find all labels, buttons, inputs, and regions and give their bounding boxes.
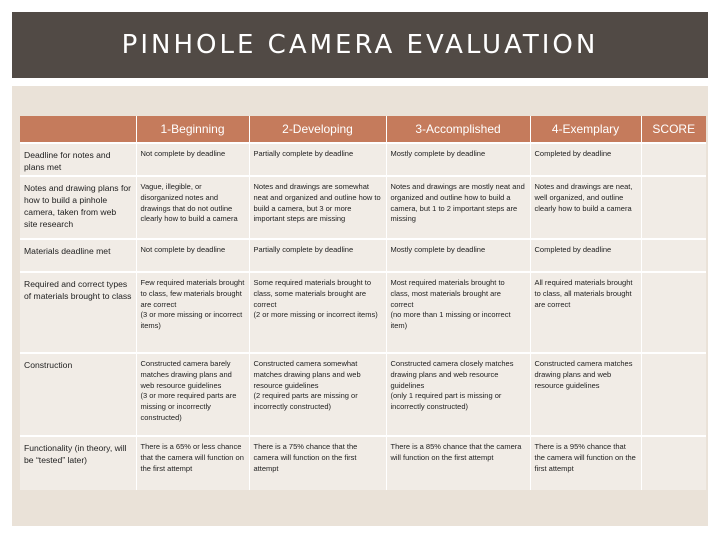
header-row: 1-Beginning 2-Developing 3-Accomplished …: [20, 116, 706, 143]
criterion-cell: Materials deadline met: [20, 238, 136, 272]
level-cell: Completed by deadline: [529, 142, 641, 176]
level-cell: Completed by deadline: [529, 238, 641, 272]
level-cell: Mostly complete by deadline: [385, 238, 530, 272]
table-row: Notes and drawing plans for how to build…: [20, 175, 706, 239]
criterion-cell: Notes and drawing plans for how to build…: [20, 175, 136, 239]
score-cell[interactable]: [640, 435, 706, 490]
table-row: Deadline for notes and plans met Not com…: [20, 142, 706, 176]
level-cell: Mostly complete by deadline: [385, 142, 530, 176]
score-cell[interactable]: [640, 238, 706, 272]
level-cell: Not complete by deadline: [135, 238, 249, 272]
table-row: Materials deadline met Not complete by d…: [20, 238, 706, 272]
table-row: Construction Constructed camera barely m…: [20, 352, 706, 436]
level-cell: Constructed camera barely matches drawin…: [135, 352, 249, 436]
level-cell: There is a 65% or less chance that the c…: [135, 435, 249, 490]
score-cell[interactable]: [640, 142, 706, 176]
score-cell[interactable]: [640, 175, 706, 239]
level-cell: Vague, illegible, or disorganized notes …: [135, 175, 249, 239]
header-accomplished: 3-Accomplished: [385, 116, 530, 143]
level-cell: Few required materials brought to class,…: [135, 271, 249, 353]
level-cell: Partially complete by deadline: [248, 238, 386, 272]
page-title: PINHOLE CAMERA EVALUATION: [121, 30, 599, 60]
header-beginning: 1-Beginning: [135, 116, 249, 143]
score-cell[interactable]: [640, 271, 706, 353]
header-developing: 2-Developing: [248, 116, 386, 143]
criterion-cell: Required and correct types of materials …: [20, 271, 136, 353]
level-cell: Constructed camera matches drawing plans…: [529, 352, 641, 436]
level-cell: Constructed camera closely matches drawi…: [385, 352, 530, 436]
rubric-table: 1-Beginning 2-Developing 3-Accomplished …: [20, 116, 706, 490]
level-cell: Notes and drawings are mostly neat and o…: [385, 175, 530, 239]
level-cell: Partially complete by deadline: [248, 142, 386, 176]
header-criterion: [20, 116, 136, 143]
header-exemplary: 4-Exemplary: [529, 116, 641, 143]
criterion-cell: Deadline for notes and plans met: [20, 142, 136, 176]
level-cell: All required materials brought to class,…: [529, 271, 641, 353]
criterion-cell: Construction: [20, 352, 136, 436]
score-cell[interactable]: [640, 352, 706, 436]
title-bar: PINHOLE CAMERA EVALUATION: [12, 12, 708, 78]
level-cell: There is a 85% chance that the camera wi…: [385, 435, 530, 490]
level-cell: Not complete by deadline: [135, 142, 249, 176]
level-cell: Notes and drawings are neat, well organi…: [529, 175, 641, 239]
header-score: SCORE: [640, 116, 706, 143]
level-cell: Notes and drawings are somewhat neat and…: [248, 175, 386, 239]
level-cell: There is a 95% chance that the camera wi…: [529, 435, 641, 490]
level-cell: There is a 75% chance that the camera wi…: [248, 435, 386, 490]
level-cell: Some required materials brought to class…: [248, 271, 386, 353]
table-row: Functionality (in theory, will be “teste…: [20, 435, 706, 490]
level-cell: Constructed camera somewhat matches draw…: [248, 352, 386, 436]
level-cell: Most required materials brought to class…: [385, 271, 530, 353]
criterion-cell: Functionality (in theory, will be “teste…: [20, 435, 136, 490]
table-row: Required and correct types of materials …: [20, 271, 706, 353]
